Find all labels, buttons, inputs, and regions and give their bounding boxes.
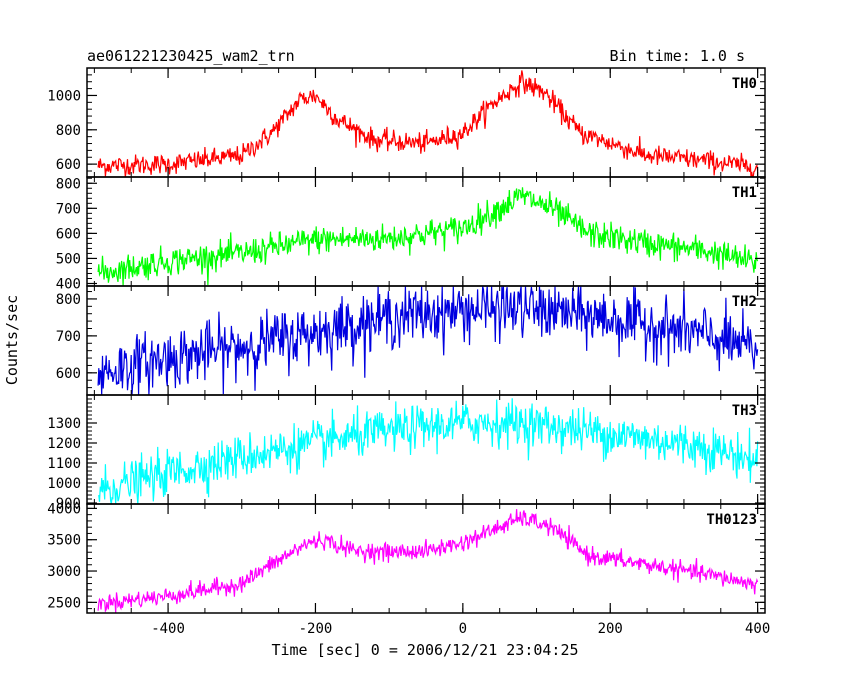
y-tick-label: 800 [56,123,81,139]
panel-label: TH3 [732,403,757,419]
panel-th0123: TH0123 2500 3000 3500 4000 -400 -200 0 200 400 [47,501,770,637]
x-tick-label: -200 [299,621,333,637]
series-line-th1 [97,187,759,287]
y-tick-label: 1000 [47,476,81,492]
series-line-th2 [97,285,759,396]
y-tick-label: 600 [56,366,81,382]
y-tick-label: 1100 [47,456,81,472]
panel-label: TH0 [732,76,757,92]
x-tick-label: 0 [459,621,467,637]
x-tick-label: 400 [745,621,770,637]
panel-th3: TH3 900 1000 1100 1200 1300 [47,394,766,512]
y-tick-label: 700 [56,329,81,345]
series-line-th0123 [97,509,759,614]
panel-label: TH1 [732,185,757,201]
panel-th2: TH2 600 700 800 [56,285,766,396]
y-tick-label: 2500 [47,595,81,611]
y-axis-label: Counts/sec [3,295,21,385]
x-tick-label: -400 [151,621,185,637]
panel-label: TH2 [732,294,757,310]
chart-title: ae061221230425_wam2_trn [87,47,295,65]
y-tick-label: 900 [56,496,81,512]
y-tick-label: 600 [56,226,81,242]
y-tick-label: 3000 [47,564,81,580]
bin-time-label: Bin time: 1.0 s [610,47,745,65]
y-tick-label: 400 [56,276,81,292]
series-line-th3 [97,398,759,505]
y-tick-label: 1200 [47,436,81,452]
series-line-th0 [97,70,759,178]
panel-th0: TH0 600 800 1000 [47,67,766,178]
panel-label: TH0123 [706,512,757,528]
y-tick-label: 700 [56,201,81,217]
x-tick-label: 200 [598,621,623,637]
y-tick-label: 600 [56,157,81,173]
y-tick-label: 4000 [47,501,81,517]
panels-group: TH0 600 800 1000 TH1 400 500 600 700 800 TH2 600 700… [47,67,770,637]
y-tick-label: 500 [56,251,81,267]
panel-th1: TH1 400 500 600 700 800 [56,176,766,292]
y-tick-label: 800 [56,176,81,192]
y-tick-label: 1300 [47,416,81,432]
y-tick-label: 800 [56,292,81,308]
x-axis-label: Time [sec] 0 = 2006/12/21 23:04:25 [271,641,578,659]
y-tick-label: 1000 [47,88,81,104]
y-tick-label: 3500 [47,533,81,549]
